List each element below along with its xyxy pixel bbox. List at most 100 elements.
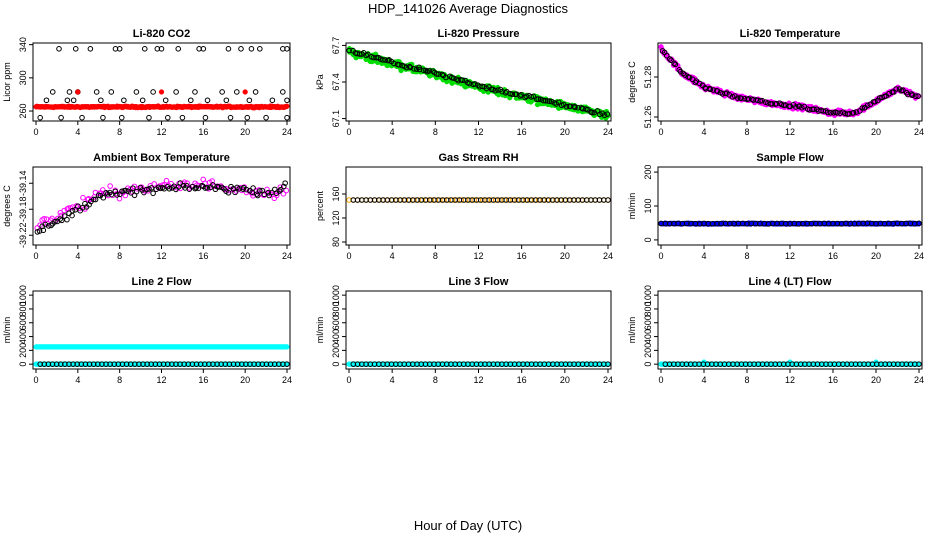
x-tick-label: 4 — [75, 251, 80, 261]
data-point — [273, 192, 280, 199]
plot-frame — [345, 166, 612, 246]
data-point — [909, 92, 916, 98]
data-points — [34, 176, 290, 235]
data-point — [555, 99, 562, 106]
y-tick-label: 120 — [331, 210, 341, 225]
x-tick-label: 24 — [914, 127, 924, 137]
y-tick-label: 200 — [18, 343, 28, 358]
x-tick-label: 12 — [156, 251, 166, 261]
x-tick-label: 12 — [785, 251, 795, 261]
data-point — [107, 183, 113, 189]
x-axis-label: Hour of Day (UTC) — [413, 518, 523, 533]
data-point — [811, 106, 817, 112]
data-point — [396, 62, 402, 68]
x-tick-label: 16 — [198, 251, 208, 261]
data-point — [284, 114, 290, 121]
data-point — [204, 184, 211, 191]
data-point — [158, 89, 165, 95]
panel-2: Li-820 Pressure kPa 0 4 8 12 16 20 24 67.1 67.4 67.… — [315, 28, 613, 137]
data-point — [204, 97, 211, 104]
data-point — [407, 64, 414, 71]
x-tick-label: 8 — [117, 127, 122, 137]
panel-4: Ambient Box Temperature degrees C 0 4 8 12 16 2… — [2, 152, 292, 261]
x-tick-label: 20 — [240, 375, 250, 385]
data-point — [671, 60, 677, 67]
data-point — [876, 95, 883, 101]
data-point — [58, 217, 65, 224]
data-point — [886, 90, 892, 97]
data-point — [672, 61, 679, 68]
x-tick-label: 0 — [346, 375, 351, 385]
panel-5: Gas Stream RH percent 0 4 8 12 16 20 24 80 120 160 — [315, 152, 613, 261]
y-tick-label: 67.1 — [331, 110, 341, 128]
data-point — [265, 189, 271, 196]
panel-6: Sample Flow ml/min 0 4 8 12 16 20 24 0 100 200 — [627, 152, 924, 261]
data-point — [284, 103, 290, 109]
y-tick-label: -39.22 — [18, 222, 28, 248]
data-point — [48, 222, 54, 229]
data-point — [459, 77, 466, 84]
data-point — [707, 86, 714, 93]
data-point — [893, 86, 899, 92]
data-point — [116, 46, 123, 52]
data-point — [430, 68, 436, 74]
data-point — [403, 64, 410, 71]
data-point — [450, 75, 457, 81]
x-tick-label: 12 — [156, 375, 166, 385]
data-point — [215, 184, 222, 190]
data-point — [399, 62, 406, 69]
data-point — [542, 98, 549, 104]
data-point — [900, 87, 906, 94]
data-point — [139, 97, 146, 104]
data-point — [200, 46, 207, 52]
x-tick-label: 8 — [744, 251, 749, 261]
y-axis-label: ml/min — [627, 193, 637, 220]
data-point — [591, 109, 598, 116]
data-point — [243, 186, 250, 193]
x-tick-label: 4 — [390, 375, 395, 385]
data-point — [280, 191, 287, 197]
data-point — [548, 98, 555, 105]
y-tick-label: 160 — [331, 186, 341, 201]
data-point — [57, 216, 64, 222]
panel-title: Gas Stream RH — [438, 152, 518, 164]
data-point — [75, 89, 81, 95]
data-point — [280, 183, 287, 190]
y-tick-label: 51.26 — [643, 106, 653, 129]
data-point — [175, 46, 182, 52]
y-tick-label: 600 — [643, 315, 653, 330]
panel-title: Li-820 Temperature — [740, 28, 841, 40]
y-tick-label: 800 — [643, 301, 653, 316]
data-point — [64, 216, 70, 223]
data-point — [604, 111, 611, 117]
y-tick-label: 0 — [643, 362, 653, 367]
x-tick-label: 4 — [701, 251, 706, 261]
x-tick-label: 24 — [603, 127, 613, 137]
x-tick-label: 8 — [117, 251, 122, 261]
data-point — [79, 114, 85, 121]
data-point — [164, 114, 171, 121]
data-point — [518, 91, 524, 98]
data-point — [492, 87, 498, 94]
data-point — [90, 196, 97, 203]
data-point — [166, 185, 173, 192]
panel-title: Line 4 (LT) Flow — [749, 276, 832, 288]
panel-title: Ambient Box Temperature — [93, 152, 230, 164]
x-tick-label: 8 — [433, 127, 438, 137]
data-point — [741, 95, 748, 102]
data-point — [738, 95, 744, 102]
data-point — [793, 104, 799, 110]
panel-title: Sample Flow — [756, 152, 824, 164]
data-point — [209, 178, 215, 184]
y-tick-label: 200 — [643, 165, 653, 180]
y-tick-label: 1000 — [331, 285, 341, 305]
x-tick-label: 4 — [390, 127, 395, 137]
data-point — [284, 344, 290, 350]
x-tick-label: 24 — [603, 251, 613, 261]
plot-frame — [657, 290, 923, 370]
data-point — [41, 215, 47, 222]
data-point — [37, 114, 43, 121]
x-tick-label: 16 — [198, 127, 208, 137]
data-point — [158, 46, 165, 52]
data-point — [150, 190, 156, 197]
